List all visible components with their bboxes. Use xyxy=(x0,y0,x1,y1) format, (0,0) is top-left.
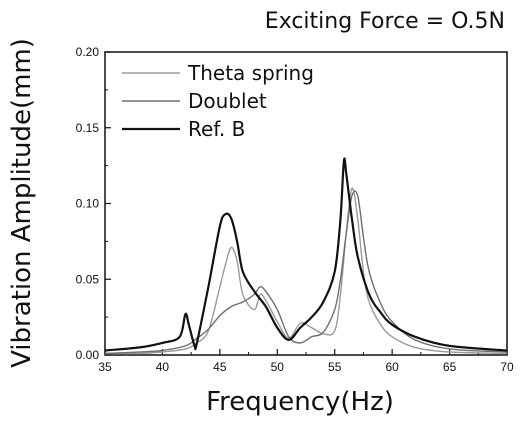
y-tick-label: 0.20 xyxy=(76,45,100,59)
series-line-ref-b xyxy=(104,157,508,352)
plot-frame xyxy=(104,51,508,356)
series-layer xyxy=(104,157,508,355)
legend: Theta spring Doublet Ref. B xyxy=(122,61,314,141)
x-tick-label: 65 xyxy=(443,360,457,374)
x-axis-label: Frequency(Hz) xyxy=(206,387,394,417)
x-tick-label: 60 xyxy=(385,360,399,374)
y-tick-label: 0.05 xyxy=(76,272,100,286)
legend-label: Theta spring xyxy=(187,61,314,85)
y-tick-label: 0.10 xyxy=(76,197,100,211)
x-tick-label: 35 xyxy=(98,360,112,374)
y-axis-label: Vibration Amplitude(mm) xyxy=(7,38,37,368)
x-tick-label: 50 xyxy=(271,360,285,374)
y-tick-label: 0.15 xyxy=(76,121,100,135)
x-axis-ticks: 35 40 45 50 55 60 65 70 xyxy=(98,349,514,374)
legend-label: Ref. B xyxy=(188,117,245,141)
x-tick-label: 40 xyxy=(156,360,170,374)
x-tick-label: 45 xyxy=(213,360,227,374)
y-axis-ticks: 0.00 0.05 0.10 0.15 0.20 xyxy=(76,45,111,362)
x-tick-label: 70 xyxy=(500,360,514,374)
series-line-theta-spring xyxy=(104,187,508,355)
chart-title: Exciting Force = O.5N xyxy=(265,9,505,34)
legend-label: Doublet xyxy=(188,89,267,113)
series-line-doublet xyxy=(104,190,508,355)
x-tick-label: 55 xyxy=(328,360,342,374)
y-tick-label: 0.00 xyxy=(76,348,100,362)
